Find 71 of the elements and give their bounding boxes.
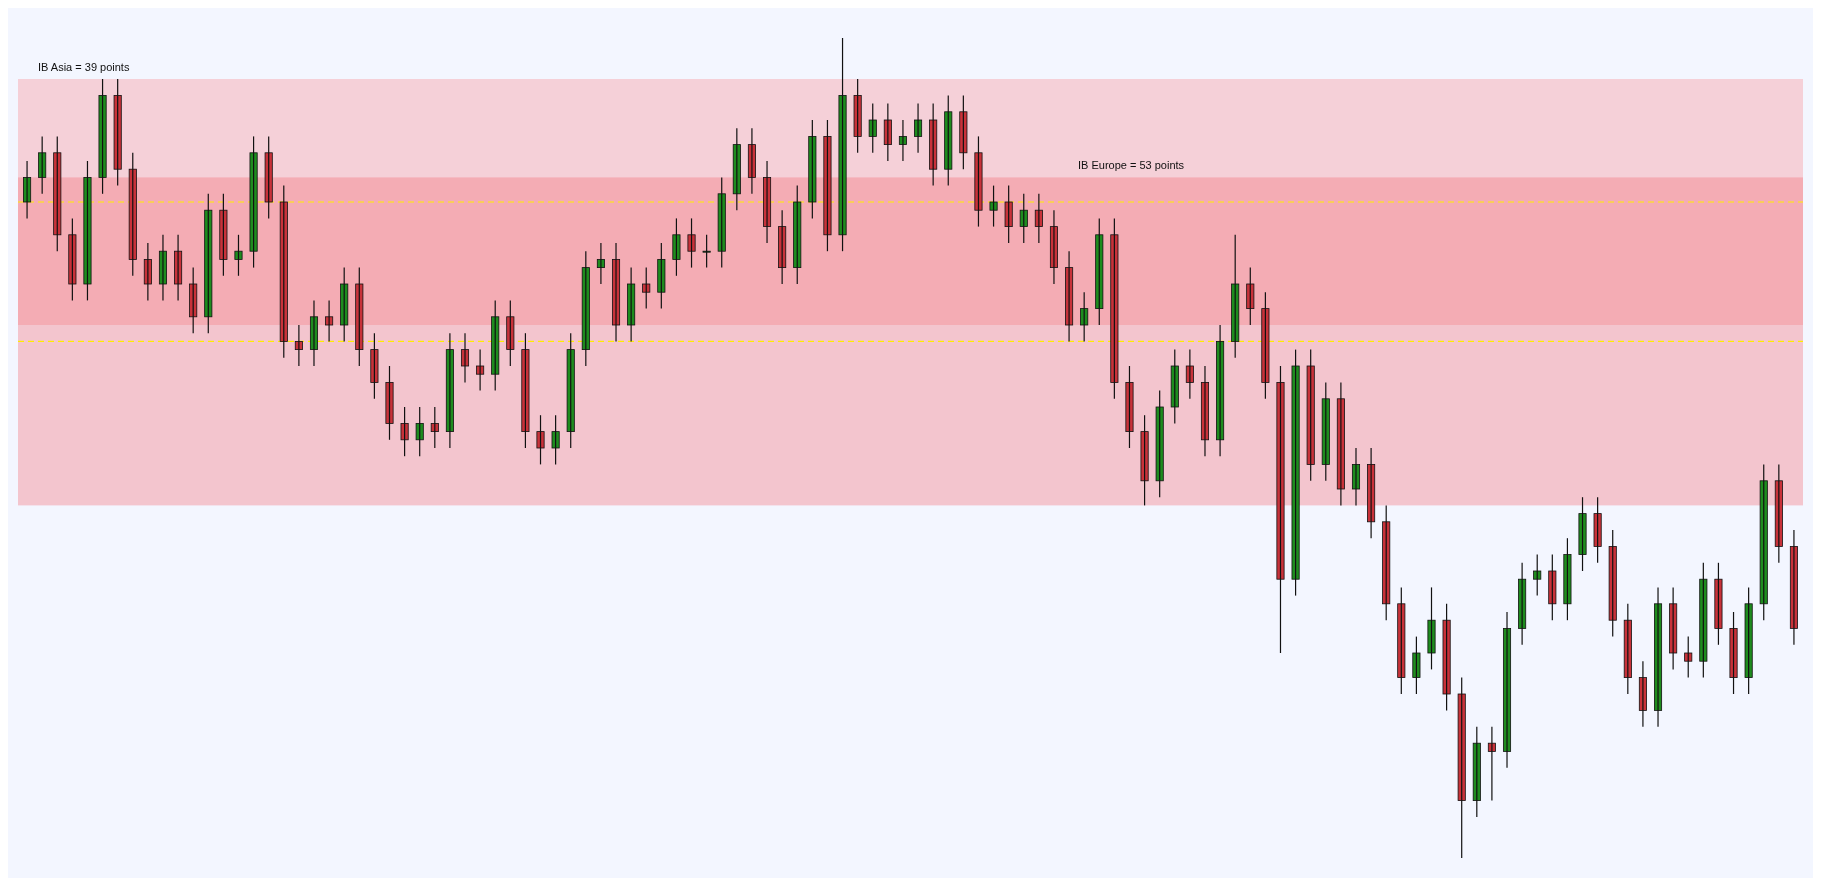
- candlestick: [1080, 291, 1089, 342]
- candlestick: [1608, 529, 1617, 638]
- candlestick: [944, 94, 953, 187]
- candlestick: [1759, 463, 1768, 621]
- candlestick: [1246, 267, 1255, 326]
- candlestick: [1306, 349, 1315, 482]
- candlestick: [793, 185, 802, 285]
- candlestick: [234, 234, 243, 277]
- candlestick: [370, 332, 379, 400]
- candlestick: [1427, 586, 1436, 670]
- candlestick: [521, 332, 530, 449]
- candlestick: [853, 78, 862, 154]
- candlestick: [1729, 611, 1738, 695]
- candlestick: [113, 78, 122, 187]
- candlestick: [1261, 291, 1270, 400]
- candlestick: [1412, 636, 1421, 695]
- candlestick: [400, 406, 409, 457]
- candlestick: [536, 414, 545, 465]
- candlestick: [1276, 365, 1285, 654]
- candlestick: [566, 332, 575, 449]
- candlestick: [1699, 562, 1708, 679]
- candlestick: [838, 37, 847, 252]
- candlestick: [249, 135, 258, 269]
- candlestick: [823, 119, 832, 252]
- candlestick: [1563, 537, 1572, 621]
- candlestick: [672, 217, 681, 277]
- candlestick: [868, 103, 877, 154]
- candlestick: [551, 414, 560, 465]
- candlestick: [128, 152, 137, 277]
- candlestick: [1291, 349, 1300, 597]
- candlestick: [1744, 586, 1753, 695]
- candlestick: [1019, 193, 1028, 244]
- candlestick: [1110, 217, 1119, 400]
- candlestick: [1533, 554, 1542, 597]
- candlestick: [98, 78, 107, 195]
- candlestick: [415, 406, 424, 457]
- candlestick: [385, 365, 394, 441]
- candlestick: [642, 267, 651, 310]
- candlestick: [355, 267, 364, 367]
- candlestick: [68, 217, 77, 301]
- candlestick: [717, 176, 726, 269]
- band-label: IB Europe = 53 points: [1078, 159, 1185, 172]
- candlestick: [1684, 636, 1693, 679]
- candlestick: [1125, 365, 1134, 449]
- candlestick: [53, 135, 62, 252]
- candlestick: [264, 135, 273, 219]
- band-label: IB Asia = 39 points: [38, 61, 130, 73]
- candlestick: [1457, 677, 1466, 859]
- candlestick: [1004, 185, 1013, 244]
- candlestick: [657, 242, 666, 310]
- candlestick: [974, 135, 983, 228]
- candlestick: [702, 234, 711, 269]
- candlestick: [219, 193, 228, 277]
- candlestick: [1140, 414, 1149, 506]
- candlestick: [1442, 603, 1451, 711]
- candlestick: [1548, 554, 1557, 621]
- candlestick: [1714, 562, 1723, 646]
- candlestick: [83, 160, 92, 301]
- candlestick: [959, 94, 968, 170]
- candlestick: [1155, 390, 1164, 498]
- candlestick: [808, 119, 817, 219]
- candlestick: [1095, 217, 1104, 326]
- candlestick: [506, 299, 515, 367]
- candlestick: [1397, 586, 1406, 695]
- candlestick: [1170, 349, 1179, 424]
- candlestick: [340, 267, 349, 342]
- candlestick: [1593, 496, 1602, 564]
- candlestick: [989, 185, 998, 228]
- candlestick: [687, 217, 696, 269]
- candlestick: [1578, 496, 1587, 572]
- candlestick: [204, 193, 213, 334]
